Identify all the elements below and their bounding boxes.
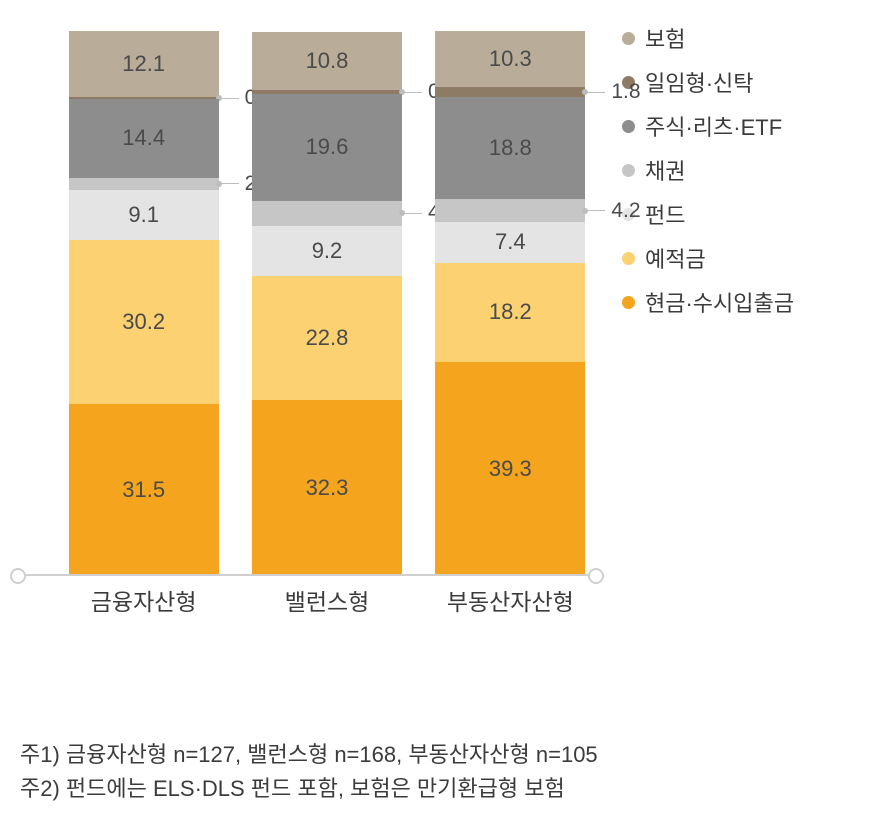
segment-value: 1.8: [611, 80, 640, 104]
x-axis: [12, 574, 602, 576]
segment-trust: 1.8: [435, 87, 585, 97]
legend: 보험일임형·신탁주식·리츠·ETF 채권펀드예적금현금·수시입출금: [622, 22, 794, 330]
segment-fund: 7.4: [435, 222, 585, 262]
chart-container: 12.10.414.42.39.130.231.510.80.619.64.69…: [12, 18, 877, 618]
footnote-1: 주1) 금융자산형 n=127, 밸런스형 n=168, 부동산자산형 n=10…: [20, 738, 877, 772]
segment-bond: 4.6: [252, 201, 402, 226]
legend-item-deposit: 예적금: [622, 242, 794, 274]
legend-label: 주식·리츠·ETF: [645, 110, 782, 142]
segment-equity: 18.8: [435, 97, 585, 199]
segment-value: 30.2: [122, 309, 165, 335]
segment-value: 32.3: [306, 475, 349, 501]
segment-value: 10.8: [306, 48, 349, 74]
legend-swatch: [622, 296, 635, 309]
segment-value: 19.6: [306, 134, 349, 160]
segment-cash: 32.3: [252, 400, 402, 576]
x-axis-labels: 금융자산형 밸런스형 부동산자산형: [52, 582, 602, 618]
legend-item-bond: 채권: [622, 154, 794, 186]
legend-item-trust: 일임형·신탁: [622, 66, 794, 98]
legend-label: 펀드: [645, 198, 685, 230]
legend-label: 일임형·신탁: [645, 66, 754, 98]
bar-column: 10.3 1.8 18.8 4.2 7.4 18.2 39.3: [435, 31, 585, 576]
segment-value: 4.2: [611, 199, 640, 223]
legend-item-equity: 주식·리츠·ETF: [622, 110, 794, 142]
segment-fund: 9.1: [69, 190, 219, 240]
segment-deposit: 22.8: [252, 276, 402, 400]
segment-deposit: 18.2: [435, 263, 585, 362]
legend-label: 예적금: [645, 242, 706, 274]
segment-value: 7.4: [495, 229, 526, 255]
segment-value: 18.2: [489, 299, 532, 325]
segment-bond: 2.3: [69, 178, 219, 191]
segment-value: 18.8: [489, 135, 532, 161]
segment-value: 9.2: [312, 238, 343, 264]
bar-column: 12.10.414.42.39.130.231.5: [69, 31, 219, 576]
bar-column: 10.80.619.64.69.222.832.3: [252, 32, 402, 576]
legend-label: 보험: [645, 22, 685, 54]
x-axis-label: 금융자산형: [59, 583, 229, 617]
callout-trust: 1.8: [585, 80, 640, 104]
legend-label: 현금·수시입출금: [645, 286, 794, 318]
segment-value: 10.3: [489, 46, 532, 72]
segment-value: 39.3: [489, 456, 532, 482]
plot-area: 12.10.414.42.39.130.231.510.80.619.64.69…: [12, 18, 602, 618]
legend-label: 채권: [645, 154, 685, 186]
legend-swatch: [622, 252, 635, 265]
footnotes: 주1) 금융자산형 n=127, 밸런스형 n=168, 부동산자산형 n=10…: [20, 738, 877, 806]
callout-bond: 4.2: [585, 199, 640, 223]
segment-value: 22.8: [306, 325, 349, 351]
segment-value: 14.4: [122, 125, 165, 151]
legend-swatch: [622, 164, 635, 177]
legend-item-insurance: 보험: [622, 22, 794, 54]
x-axis-label: 밸런스형: [242, 583, 412, 617]
segment-insurance: 10.8: [252, 32, 402, 91]
footnote-2: 주2) 펀드에는 ELS·DLS 펀드 포함, 보험은 만기환급형 보험: [20, 772, 877, 806]
segment-bond: 4.2: [435, 199, 585, 222]
segment-equity: 14.4: [69, 99, 219, 177]
bars-area: 12.10.414.42.39.130.231.510.80.619.64.69…: [52, 18, 602, 576]
segment-value: 9.1: [128, 202, 159, 228]
segment-equity: 19.6: [252, 94, 402, 201]
segment-cash: 39.3: [435, 362, 585, 576]
segment-fund: 9.2: [252, 226, 402, 276]
legend-swatch: [622, 32, 635, 45]
legend-item-cash: 현금·수시입출금: [622, 286, 794, 318]
segment-insurance: 10.3: [435, 31, 585, 87]
segment-cash: 31.5: [69, 404, 219, 576]
segment-deposit: 30.2: [69, 240, 219, 405]
legend-item-fund: 펀드: [622, 198, 794, 230]
legend-swatch: [622, 120, 635, 133]
segment-insurance: 12.1: [69, 31, 219, 97]
segment-value: 31.5: [122, 477, 165, 503]
segment-value: 12.1: [122, 51, 165, 77]
x-axis-label: 부동산자산형: [425, 583, 595, 617]
